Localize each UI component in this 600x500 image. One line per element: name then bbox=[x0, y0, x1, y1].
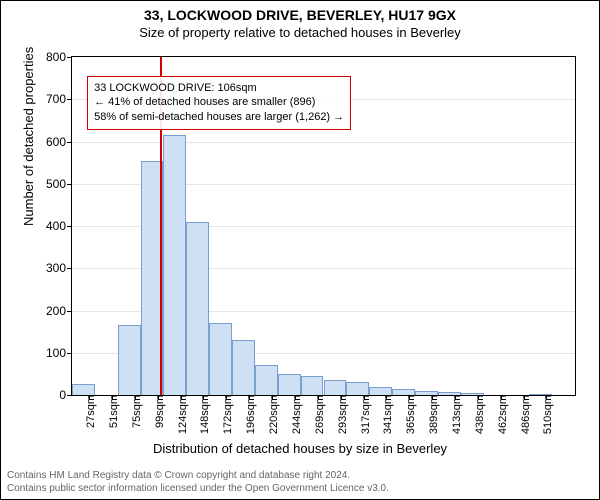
y-tick-label: 400 bbox=[46, 219, 66, 233]
y-tick bbox=[67, 311, 72, 312]
x-tick-label: 51sqm bbox=[108, 395, 120, 428]
y-tick-label: 500 bbox=[46, 177, 66, 191]
y-tick bbox=[67, 268, 72, 269]
y-tick bbox=[67, 353, 72, 354]
x-tick-label: 510sqm bbox=[542, 395, 554, 434]
x-tick-label: 389sqm bbox=[428, 395, 440, 434]
page-subtitle: Size of property relative to detached ho… bbox=[1, 25, 599, 40]
annotation-line: 33 LOCKWOOD DRIVE: 106sqm bbox=[94, 81, 344, 96]
y-tick-label: 0 bbox=[59, 388, 66, 402]
histogram-bar bbox=[278, 374, 301, 395]
x-tick-label: 293sqm bbox=[337, 395, 349, 434]
histogram-bar bbox=[209, 323, 232, 395]
x-tick-label: 172sqm bbox=[222, 395, 234, 434]
histogram-bar bbox=[72, 384, 95, 395]
y-tick bbox=[67, 142, 72, 143]
y-tick-label: 600 bbox=[46, 135, 66, 149]
gridline bbox=[72, 142, 575, 143]
histogram-bar bbox=[324, 380, 347, 395]
annotation-line: 58% of semi-detached houses are larger (… bbox=[94, 110, 344, 125]
histogram-bar bbox=[369, 387, 392, 395]
histogram-bar bbox=[232, 340, 255, 395]
y-tick-label: 300 bbox=[46, 261, 66, 275]
x-tick-label: 99sqm bbox=[154, 395, 166, 428]
annotation-box: 33 LOCKWOOD DRIVE: 106sqm← 41% of detach… bbox=[87, 76, 351, 131]
y-tick bbox=[67, 395, 72, 396]
y-tick-label: 100 bbox=[46, 346, 66, 360]
y-tick bbox=[67, 226, 72, 227]
footer-line: Contains HM Land Registry data © Crown c… bbox=[7, 470, 389, 483]
histogram-bar bbox=[346, 382, 369, 395]
y-tick bbox=[67, 57, 72, 58]
x-tick-label: 27sqm bbox=[85, 395, 97, 428]
y-tick-label: 200 bbox=[46, 304, 66, 318]
x-tick-label: 413sqm bbox=[451, 395, 463, 434]
x-axis-title: Distribution of detached houses by size … bbox=[1, 441, 599, 456]
x-tick-label: 148sqm bbox=[199, 395, 211, 434]
x-tick-label: 365sqm bbox=[405, 395, 417, 434]
x-tick-label: 75sqm bbox=[131, 395, 143, 428]
x-tick-label: 317sqm bbox=[360, 395, 372, 434]
page-title: 33, LOCKWOOD DRIVE, BEVERLEY, HU17 9GX bbox=[1, 7, 599, 23]
histogram-bar bbox=[163, 135, 186, 395]
attribution-footer: Contains HM Land Registry data © Crown c… bbox=[7, 470, 389, 495]
x-tick-label: 438sqm bbox=[474, 395, 486, 434]
x-tick-label: 269sqm bbox=[314, 395, 326, 434]
x-tick-label: 244sqm bbox=[291, 395, 303, 434]
y-tick bbox=[67, 184, 72, 185]
x-tick-label: 462sqm bbox=[497, 395, 509, 434]
y-tick-label: 700 bbox=[46, 92, 66, 106]
x-tick-label: 341sqm bbox=[382, 395, 394, 434]
y-tick bbox=[67, 99, 72, 100]
histogram-bar bbox=[118, 325, 141, 395]
footer-line: Contains public sector information licen… bbox=[7, 483, 389, 496]
annotation-line: ← 41% of detached houses are smaller (89… bbox=[94, 95, 344, 110]
histogram-bar bbox=[255, 365, 278, 395]
plot-area: 010020030040050060070080027sqm51sqm75sqm… bbox=[71, 56, 576, 396]
histogram-bar bbox=[301, 376, 324, 395]
x-tick-label: 196sqm bbox=[245, 395, 257, 434]
x-tick-label: 486sqm bbox=[520, 395, 532, 434]
x-tick-label: 220sqm bbox=[268, 395, 280, 434]
x-tick-label: 124sqm bbox=[177, 395, 189, 434]
y-tick-label: 800 bbox=[46, 50, 66, 64]
histogram-bar bbox=[186, 222, 209, 395]
y-axis-title: Number of detached properties bbox=[21, 47, 36, 226]
histogram-chart: 010020030040050060070080027sqm51sqm75sqm… bbox=[71, 56, 576, 396]
